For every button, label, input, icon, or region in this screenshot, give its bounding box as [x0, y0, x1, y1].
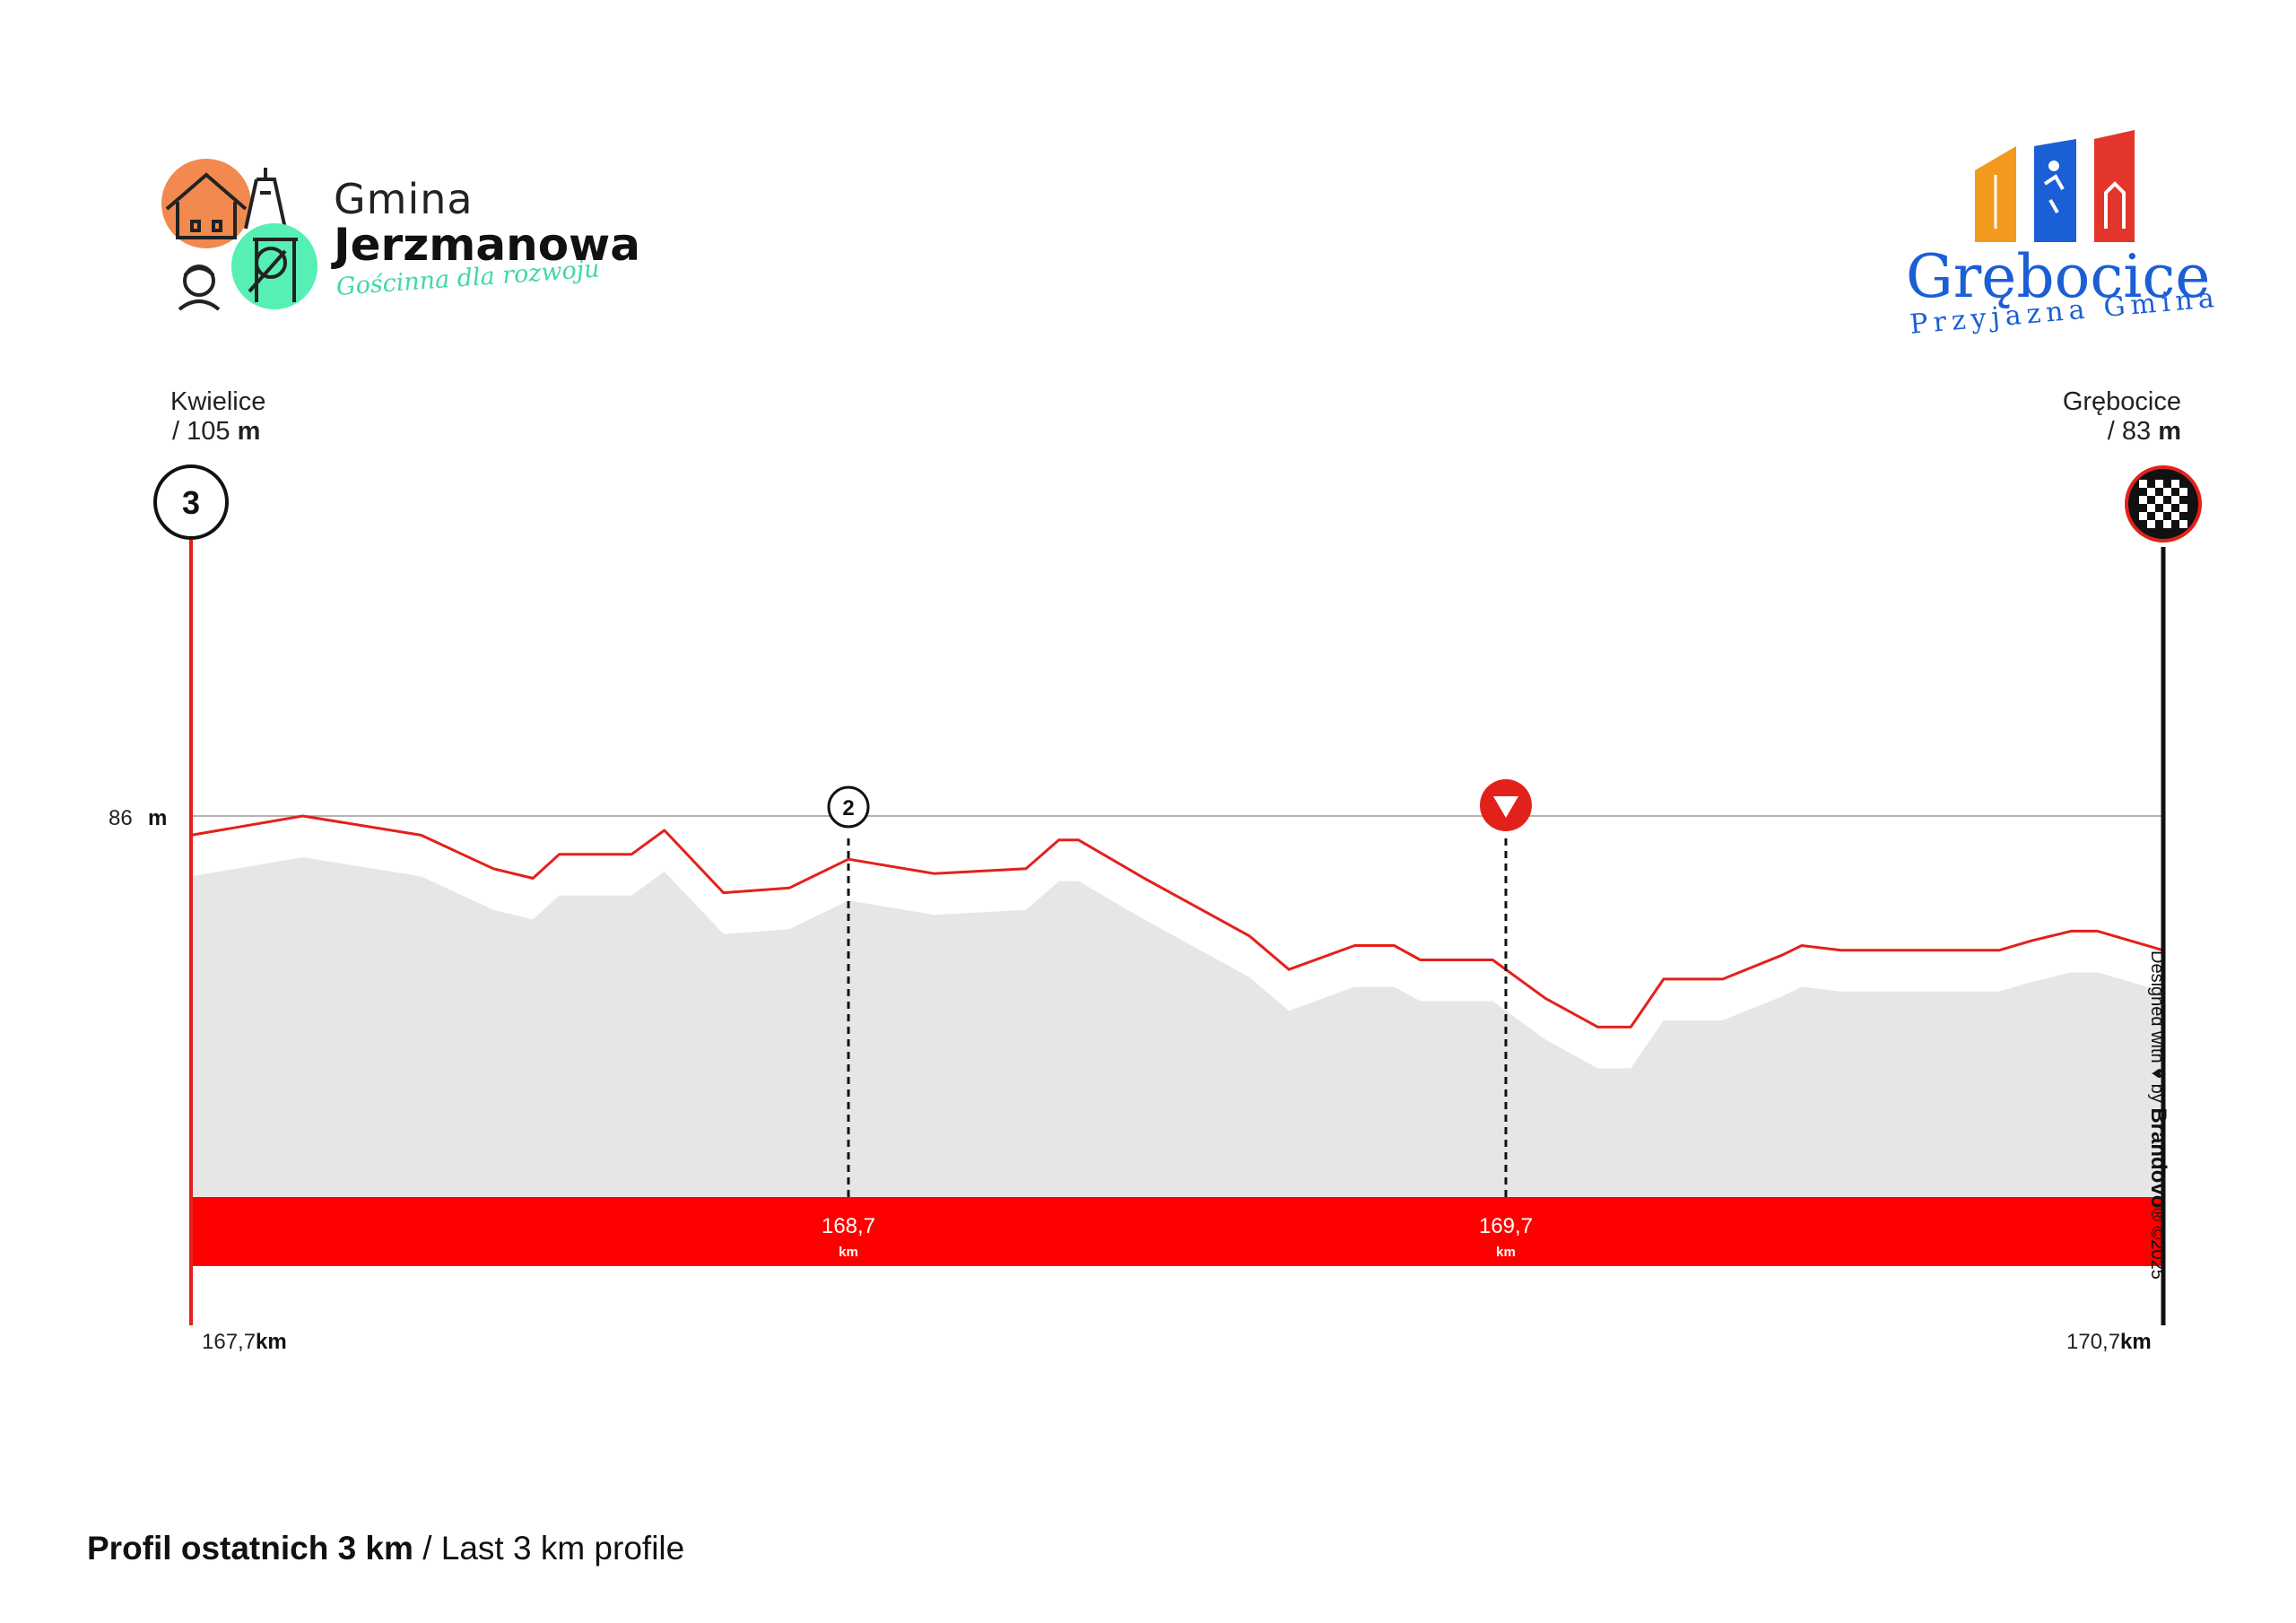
- x-end-value: 170,7: [2066, 1330, 2120, 1354]
- mine-tower-icon: [244, 168, 287, 230]
- caption-bold: Profil ostatnich 3 km: [87, 1530, 413, 1567]
- checkered-flag-cell: [2171, 512, 2179, 520]
- checkered-flag-cell: [2139, 512, 2147, 520]
- mine-wheel-icon: [231, 223, 317, 309]
- intermediate-km-unit-1: km: [839, 1245, 858, 1260]
- checkpoint-number-1: 2: [842, 796, 854, 820]
- left-logo-emblem: [161, 159, 317, 311]
- checkered-flag-cell: [2163, 488, 2171, 496]
- checkered-flag-cell: [2171, 480, 2179, 488]
- checkered-flag-cell: [2163, 504, 2171, 512]
- checkered-flag-cell: [2163, 520, 2171, 528]
- distance-band: [191, 1197, 2163, 1266]
- start-name: Kwielice: [170, 387, 266, 416]
- boy-face-icon: [178, 265, 221, 311]
- start-marker-number: 3: [182, 484, 200, 521]
- checkered-flag-cell: [2155, 480, 2163, 488]
- checkered-flag-cell: [2147, 520, 2155, 528]
- start-label: Kwielice / 105 m: [170, 387, 265, 447]
- reference-unit: m: [148, 806, 167, 830]
- elevation-line: [190, 814, 2164, 1028]
- x-start-unit: km: [256, 1330, 287, 1354]
- checkered-flag-cell: [2147, 488, 2155, 496]
- x-start-value: 167,7: [202, 1330, 256, 1354]
- design-credit: Designed with ♥ by Brandovo® ©2025: [2145, 950, 2170, 1280]
- reference-value: 86: [109, 806, 133, 830]
- intermediate-km-value-2: 169,7: [1479, 1214, 1533, 1238]
- person-panel-icon: [2034, 139, 2076, 242]
- checkered-flag-cell: [2179, 504, 2187, 512]
- checkpoint-marker-1: [827, 785, 870, 829]
- finish-label: Grębocice / 83 m: [2063, 387, 2181, 447]
- right-logo-name: Grębocice: [1906, 242, 2211, 311]
- start-altitude-unit: m: [237, 417, 261, 446]
- checkered-flag-cell: [2147, 504, 2155, 512]
- finish-altitude: / 83 m: [2063, 417, 2181, 447]
- checkered-flag-cell: [2171, 496, 2179, 504]
- house-icon: [161, 159, 251, 248]
- credit-year: ® ©2025: [2147, 1208, 2167, 1280]
- x-end-unit: km: [2120, 1330, 2152, 1354]
- profile-caption: Profil ostatnich 3 km / Last 3 km profil…: [87, 1530, 684, 1567]
- finish-name: Grębocice: [2062, 387, 2181, 416]
- intermediate-km-value-1: 168,7: [822, 1214, 875, 1238]
- start-altitude-value: / 105: [172, 417, 230, 446]
- credit-brand: Brandovo: [2146, 1107, 2170, 1209]
- caption-rest: / Last 3 km profile: [413, 1530, 685, 1567]
- left-logo-title: Gmina: [334, 175, 474, 223]
- credit-text: Designed with ♥ by: [2147, 950, 2167, 1103]
- descent-triangle-icon: [1493, 796, 1518, 818]
- right-logo-emblem: [1975, 130, 2135, 242]
- elevation-area: [191, 857, 2163, 1197]
- finish-altitude-unit: m: [2158, 417, 2181, 446]
- checkered-flag-cell: [2179, 520, 2187, 528]
- checkered-flag-cell: [2139, 480, 2147, 488]
- checkered-flag-cell: [2155, 496, 2163, 504]
- checkered-flag-cell: [2155, 512, 2163, 520]
- start-marker: [153, 464, 229, 540]
- checkered-flag-cell: [2139, 496, 2147, 504]
- checkered-flag-cell: [2179, 488, 2187, 496]
- intermediate-km-unit-2: km: [1496, 1245, 1516, 1260]
- start-altitude: / 105 m: [170, 417, 265, 447]
- left-logo-name: Jerzmanowa: [334, 219, 640, 271]
- finish-altitude-value: / 83: [2107, 417, 2152, 446]
